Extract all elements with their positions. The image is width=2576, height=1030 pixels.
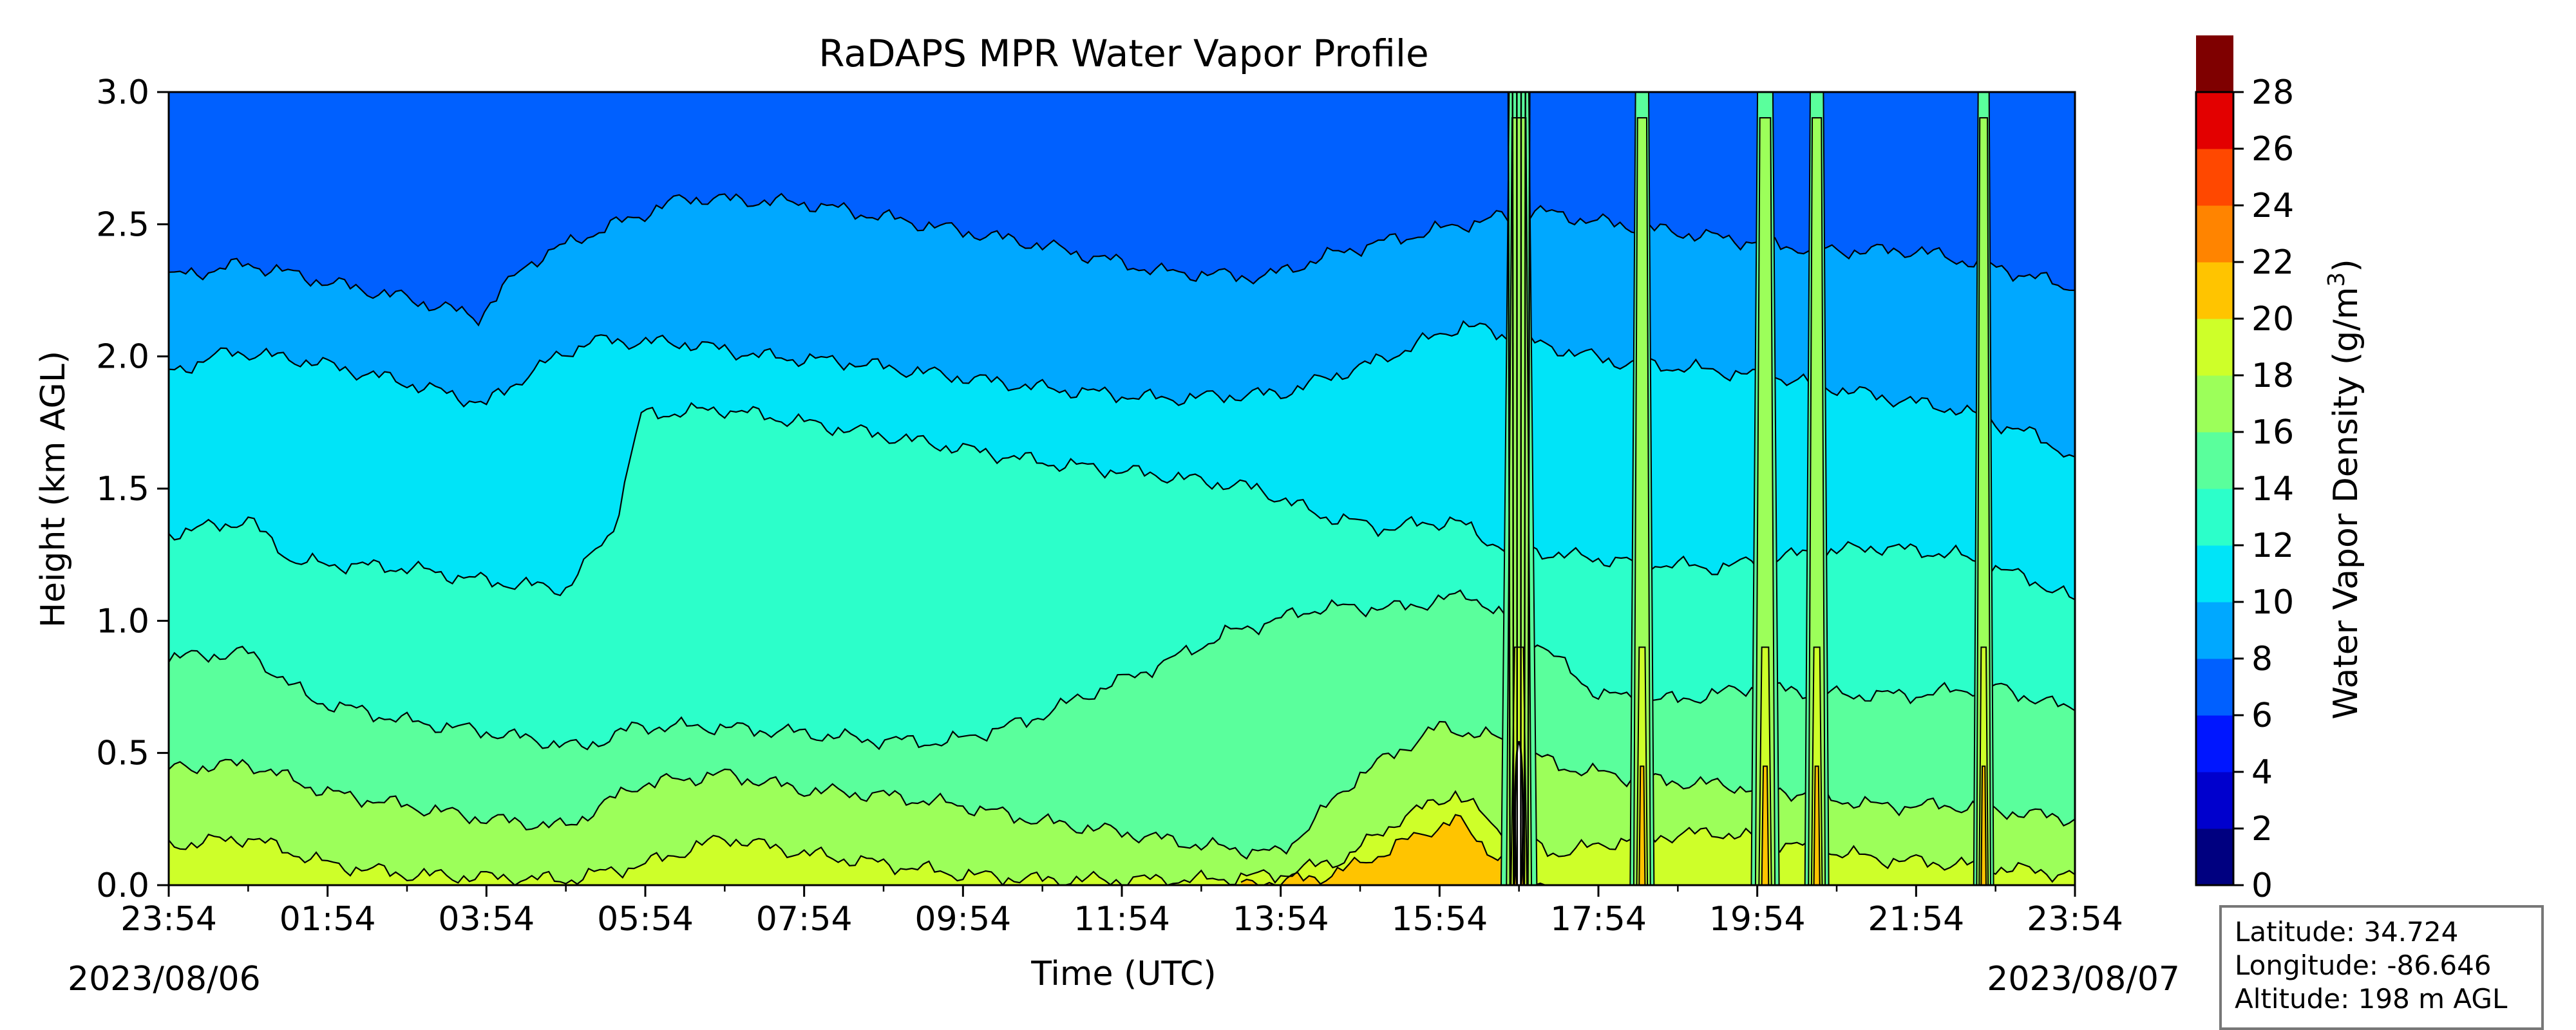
colorbar-tick-label: 18 [2251,357,2294,395]
plot-area [169,92,2075,885]
x-tick-label: 15:54 [1391,900,1488,939]
colorbar-tick-label: 4 [2251,753,2273,792]
spike-2 [1750,92,1780,885]
colorbar-swatch [2196,772,2233,829]
end-date-label: 2023/08/07 [1987,960,2180,998]
spike-3 [1804,92,1830,885]
y-tick-label: 0.0 [96,866,149,905]
station-altitude: Altitude: 198 m AGL [2235,983,2508,1015]
x-tick-label: 21:54 [1868,900,1964,939]
colorbar-tick-label: 10 [2251,583,2294,622]
station-info-box: Latitude: 34.724 Longitude: -86.646 Alti… [2219,905,2544,1030]
chart-title: RaDAPS MPR Water Vapor Profile [819,32,1428,75]
y-tick-label: 1.5 [96,470,149,509]
colorbar-swatch [2196,659,2233,716]
colorbar-tick-label: 8 [2251,640,2273,679]
colorbar-tick-label: 24 [2251,187,2294,225]
y-tick-label: 3.0 [96,73,149,112]
y-axis: 0.0 0.5 1.0 1.5 2.0 2.5 3.0 [96,73,169,905]
colorbar-tick-label: 16 [2251,413,2294,452]
y-axis-label: Height (km AGL) [34,351,73,628]
spike-layer-3 [1813,765,1821,885]
spike-layer-3 [1638,765,1646,885]
colorbar-swatch [2196,829,2233,886]
colorbar-swatch [2196,319,2233,376]
spike-dense-line [1511,92,1515,885]
colorbar-swatch [2196,545,2233,603]
colorbar-tick-label: 12 [2251,527,2294,565]
x-tick-label: 23:54 [2027,900,2123,939]
spike-layer-1 [1754,117,1776,885]
y-tick-label: 0.5 [96,735,149,773]
colorbar-tick-label: 6 [2251,697,2273,735]
contour-bands [169,92,2075,885]
colorbar-tick-label: 26 [2251,130,2294,169]
y-tick-label: 1.0 [96,602,149,641]
spike-layer-1 [1633,117,1651,885]
station-longitude: Longitude: -86.646 [2235,950,2492,981]
colorbar-label-close: ) [2327,259,2365,272]
band-above-18 [169,791,2075,885]
x-tick-label: 13:54 [1233,900,1329,939]
x-tick-label: 17:54 [1550,900,1647,939]
colorbar-tick-label: 2 [2251,810,2273,848]
colorbar-swatch [2196,602,2233,659]
spike-4 [1973,92,1994,885]
spike-dense-line [1507,92,1511,885]
colorbar-swatch [2196,432,2233,489]
band-above-20 [1241,814,1551,885]
y-tick-label: 2.5 [96,205,149,244]
spike-1 [1629,92,1655,885]
x-tick-label: 19:54 [1709,900,1806,939]
x-tick-label: 11:54 [1074,900,1170,939]
colorbar-label-superscript: 3 [2324,272,2350,287]
precip-spikes [1500,92,1994,885]
spike-layer-1 [1808,117,1826,885]
station-latitude: Latitude: 34.724 [2235,916,2458,948]
colorbar-swatch [2196,262,2233,319]
colorbar-tick-label: 28 [2251,73,2294,112]
colorbar-tick-label: 20 [2251,300,2294,339]
colorbar-label-text: Water Vapor Density (g/m [2327,287,2365,720]
x-tick-label: 01:54 [279,900,376,939]
x-tick-label: 03:54 [438,900,535,939]
colorbar-swatch [2196,375,2233,433]
x-tick-label: 05:54 [597,900,694,939]
colorbar-tick-label: 14 [2251,470,2294,509]
x-axis-label: Time (UTC) [1030,955,1216,993]
spike-dense-line [1520,92,1522,885]
colorbar-swatch [2196,149,2233,206]
start-date-label: 2023/08/06 [68,960,261,998]
colorbar-tick-label: 22 [2251,243,2294,282]
spike-dense-line [1527,92,1531,885]
spike-0 [1500,92,1538,885]
x-tick-label: 23:54 [120,900,217,939]
colorbar-swatch [2196,205,2233,263]
spike-layer-3 [1980,765,1987,885]
colorbar-label: Water Vapor Density (g/m3) [2324,259,2365,719]
x-tick-label: 09:54 [914,900,1011,939]
station-info-frame [2219,905,2544,1030]
spike-layer-3 [1761,765,1770,885]
spike-dense-line [1523,92,1526,885]
x-axis: 23:54 01:54 03:54 05:54 07:54 09:54 11:54 13:54… [120,885,2123,939]
colorbar-tick-label: 0 [2251,866,2273,905]
colorbar-swatch [2196,489,2233,546]
colorbar-swatch [2196,715,2233,772]
y-tick-label: 2.0 [96,338,149,377]
spike-core [1514,740,1524,885]
colorbar-swatch [2196,35,2233,93]
x-tick-label: 07:54 [756,900,853,939]
colorbar-swatch [2196,92,2233,149]
